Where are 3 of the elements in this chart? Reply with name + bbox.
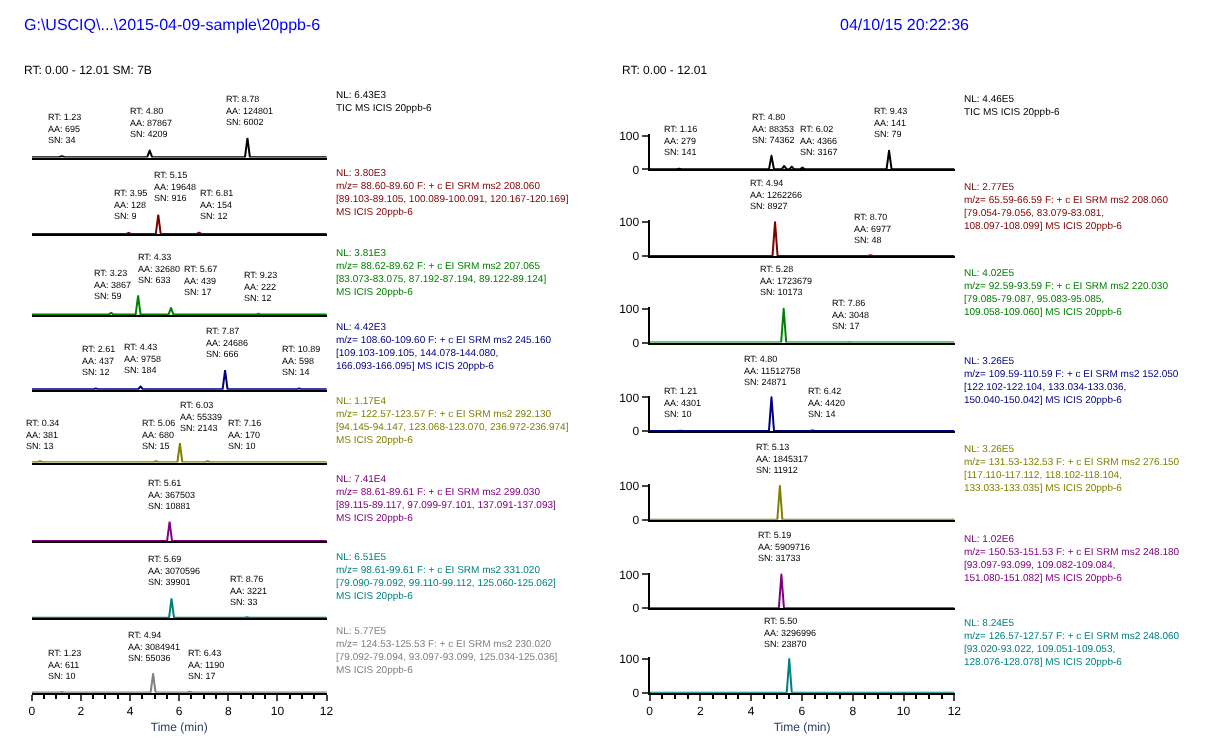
line-series <box>649 396 955 432</box>
chart-title: G:\USCIQ\...\2015-04-09-sample\20ppb-6 <box>24 16 322 34</box>
chart-title: 04/10/15 20:22:36 <box>840 16 971 34</box>
